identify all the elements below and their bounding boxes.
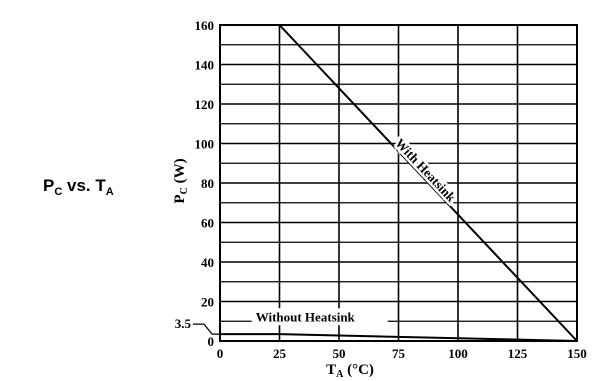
y-tick-label: 140 [195, 58, 215, 73]
y-tick-label: 40 [201, 255, 214, 270]
series-labels: With Heatsink Without Heatsink [252, 135, 460, 325]
x-tick-label: 100 [448, 346, 468, 361]
x-tick-label: 25 [273, 346, 287, 361]
x-tick-label: 0 [217, 346, 224, 361]
x-tick-label: 50 [333, 346, 346, 361]
series-label-with-heatsink: With Heatsink [392, 135, 459, 205]
y-tick-label: 160 [195, 18, 215, 33]
series-label-without-heatsink: Without Heatsink [256, 309, 356, 324]
y-tick-label: 20 [201, 295, 214, 310]
x-tick-label: 150 [567, 346, 587, 361]
y-tick-label: 80 [201, 176, 214, 191]
x-tick-label: 125 [508, 346, 528, 361]
y-tick-label: 120 [195, 97, 215, 112]
y-tick-label-extra: 3.5 [175, 316, 192, 331]
y-tick-label: 60 [201, 216, 214, 231]
x-tick-label: 75 [392, 346, 406, 361]
y-tick-label: 0 [208, 334, 215, 349]
grid [220, 25, 577, 341]
y-tick-label: 100 [195, 137, 215, 152]
x-axis-label: TA (°C) [326, 362, 374, 380]
y-tick-leader [193, 324, 220, 334]
y-axis-label: PC (W) [172, 158, 190, 203]
